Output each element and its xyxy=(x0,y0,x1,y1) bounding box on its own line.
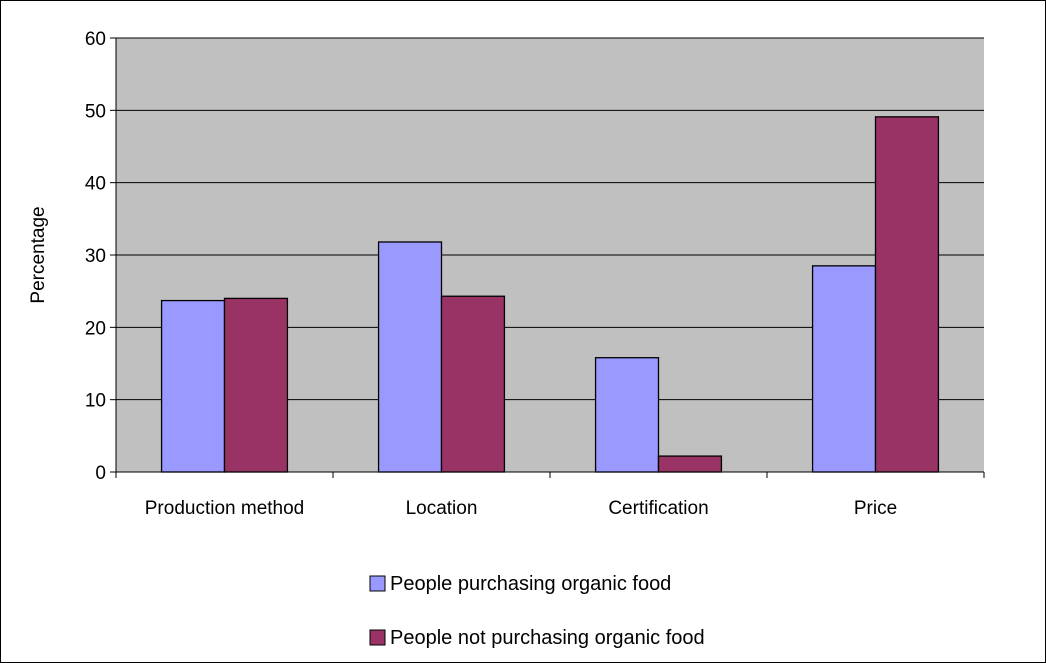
bar-purchasing xyxy=(160,299,226,473)
y-tick-label: 0 xyxy=(95,463,106,484)
y-tick-label: 30 xyxy=(85,246,106,267)
legend-swatch xyxy=(369,575,386,592)
axes xyxy=(110,37,985,478)
y-tick-labels: 0 10 20 30 40 50 60 xyxy=(85,29,106,484)
x-tick-label: Production method xyxy=(145,498,305,519)
y-tick-label: 40 xyxy=(85,174,106,195)
y-tick-label: 10 xyxy=(85,391,106,412)
bar-not-purchasing xyxy=(657,455,723,473)
y-tick-label: 50 xyxy=(85,101,106,122)
y-tick-label: 20 xyxy=(85,318,106,339)
legend-swatch xyxy=(369,629,386,646)
bar-not-purchasing xyxy=(223,297,289,473)
y-axis-label: Percentage xyxy=(28,206,49,303)
y-tick-label: 60 xyxy=(85,29,106,50)
x-tick-label: Location xyxy=(406,498,478,519)
bar-purchasing xyxy=(811,265,877,473)
x-tick-label: Certification xyxy=(608,498,708,519)
x-tick-label: Price xyxy=(854,498,897,519)
bar-purchasing xyxy=(377,241,443,473)
bar-not-purchasing xyxy=(874,116,940,473)
bar-purchasing xyxy=(594,357,660,473)
bar-not-purchasing xyxy=(440,295,506,473)
legend-label: People purchasing organic food xyxy=(390,573,671,595)
x-tick-labels: Production method Location Certification Pr… xyxy=(145,498,897,519)
bars xyxy=(160,116,940,473)
legend: People purchasing organic food People not… xyxy=(369,573,705,649)
legend-label: People not purchasing organic food xyxy=(390,627,705,649)
